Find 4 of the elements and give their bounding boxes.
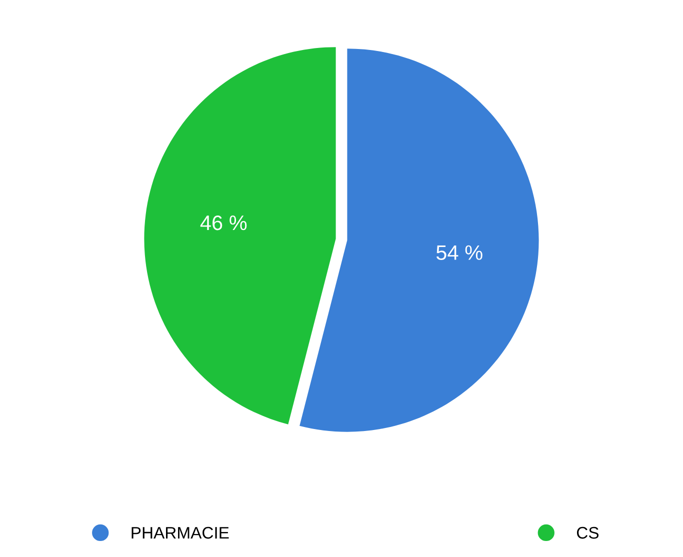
legend-label: PHARMACIE	[132, 526, 229, 539]
legend-label: CS	[576, 526, 599, 539]
data-label: 54 %	[436, 245, 482, 260]
data-label: 46 %	[200, 215, 247, 230]
